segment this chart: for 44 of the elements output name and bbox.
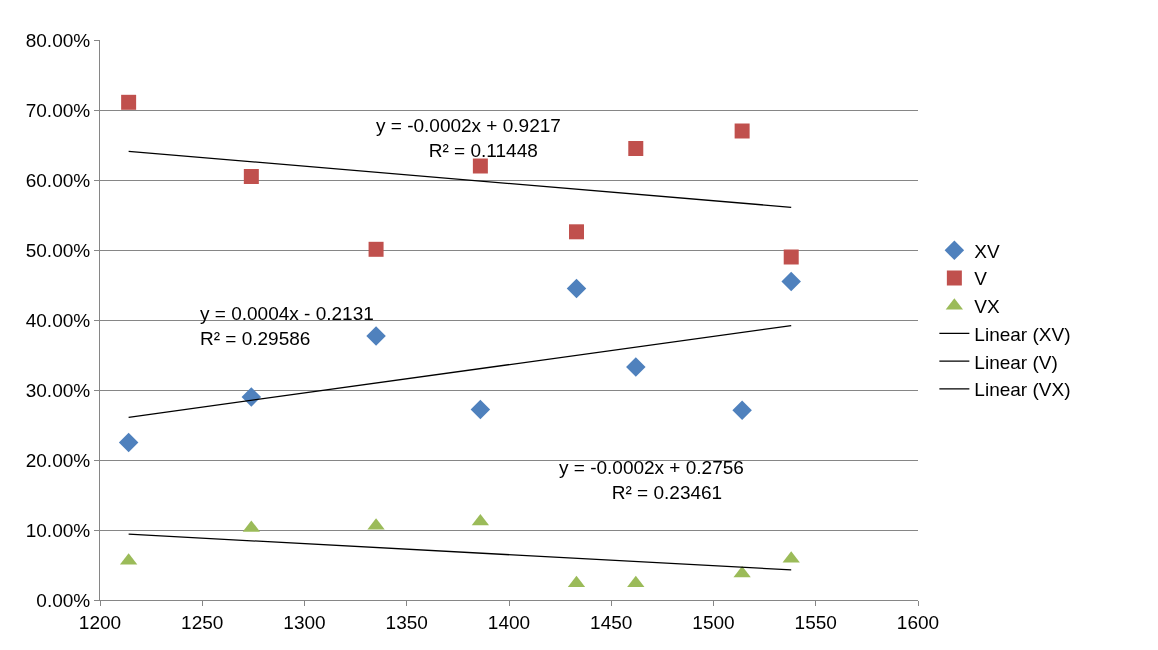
y-tick-label: 10.00% — [25, 519, 91, 541]
point — [628, 141, 644, 156]
legend-label: Linear (VX) — [974, 379, 1071, 401]
x-tick-label: 1350 — [385, 611, 428, 633]
x-tick-label: 1200 — [78, 611, 122, 633]
y-tick-label: 80.00% — [25, 29, 91, 51]
x-tick-label: 1300 — [283, 611, 326, 633]
point — [568, 224, 584, 240]
y-tick-label: 20.00% — [25, 449, 91, 471]
annotation: y = -0.0002x + 0.2756 R² = 0.23461 — [559, 457, 744, 503]
point — [626, 357, 646, 377]
point — [368, 241, 384, 257]
y-tick-label: 50.00% — [25, 239, 91, 261]
y-tick-label: 70.00% — [25, 99, 91, 121]
legend-label: VX — [974, 296, 1001, 318]
point — [241, 387, 262, 407]
point — [781, 271, 801, 292]
point — [733, 565, 751, 578]
point — [783, 249, 799, 265]
x-tick-label: 1600 — [896, 611, 940, 633]
legend-label: Linear (V) — [974, 351, 1058, 373]
point — [121, 94, 137, 110]
annotation: y = 0.0004x - 0.2131 R² = 0.29586 — [200, 303, 374, 349]
y-tick-label: 30.00% — [25, 379, 91, 401]
point — [118, 432, 139, 453]
point — [470, 399, 491, 420]
point — [734, 123, 750, 139]
point — [243, 169, 259, 184]
x-tick-label: 1500 — [692, 611, 735, 633]
y-tick-label: 60.00% — [25, 169, 91, 191]
x-tick-label: 1250 — [181, 611, 224, 633]
legend-label: Linear (XV) — [974, 323, 1071, 345]
point — [472, 158, 488, 174]
point — [732, 400, 752, 421]
x-tick-label: 1550 — [794, 611, 837, 633]
legend-label: V — [974, 268, 988, 290]
annotation: y = -0.0002x + 0.9217 R² = 0.11448 — [376, 115, 561, 161]
y-tick-label: 40.00% — [25, 309, 91, 331]
point — [566, 278, 587, 299]
point — [366, 326, 386, 346]
x-tick-label: 1450 — [590, 611, 633, 633]
legend-label: XV — [974, 240, 1001, 262]
y-tick-label: 0.00% — [36, 589, 91, 611]
x-tick-label: 1400 — [487, 611, 531, 633]
